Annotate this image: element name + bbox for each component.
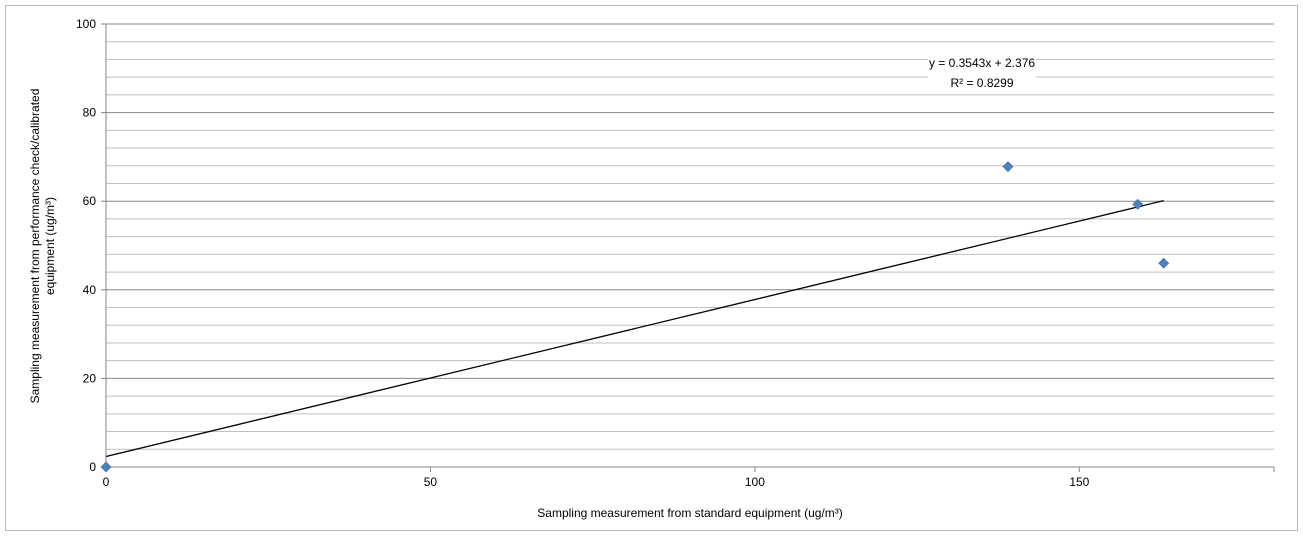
y-tick-label: 100 bbox=[76, 17, 96, 31]
y-axis-title-line-2: equipment (ug/m³) bbox=[43, 197, 57, 295]
x-tick-label: 50 bbox=[424, 475, 438, 489]
data-point-marker bbox=[1002, 161, 1014, 173]
data-point-marker bbox=[100, 461, 112, 473]
x-tick-label: 100 bbox=[745, 475, 765, 489]
data-points bbox=[100, 161, 1170, 473]
data-point-marker bbox=[1158, 257, 1170, 269]
y-tick-label: 80 bbox=[83, 106, 97, 120]
chart-area bbox=[5, 5, 1298, 531]
equation-background bbox=[928, 54, 1036, 94]
y-tick-label: 40 bbox=[83, 283, 97, 297]
trendline-equation: y = 0.3543x + 2.376 bbox=[929, 56, 1035, 70]
data-point-marker bbox=[1132, 198, 1144, 210]
tick-labels: 0 20 40 60 80 100 0 50 100 150 bbox=[76, 17, 1090, 489]
y-axis-title-line-1: Sampling measurement from performance ch… bbox=[28, 89, 42, 404]
trendline bbox=[105, 200, 1164, 458]
trendline-group bbox=[105, 200, 1164, 458]
y-tick-label: 0 bbox=[89, 460, 96, 474]
y-tick-label: 60 bbox=[83, 194, 97, 208]
trendline-r-squared: R² = 0.8299 bbox=[950, 76, 1013, 90]
x-tick-label: 150 bbox=[1069, 475, 1089, 489]
axes bbox=[101, 23, 1275, 472]
gridlines bbox=[106, 23, 1274, 450]
x-tick-label: 0 bbox=[103, 475, 110, 489]
x-axis-title: Sampling measurement from standard equip… bbox=[537, 506, 842, 520]
y-tick-label: 20 bbox=[83, 371, 97, 385]
trendline-equation-box: y = 0.3543x + 2.376 R² = 0.8299 bbox=[928, 54, 1036, 94]
